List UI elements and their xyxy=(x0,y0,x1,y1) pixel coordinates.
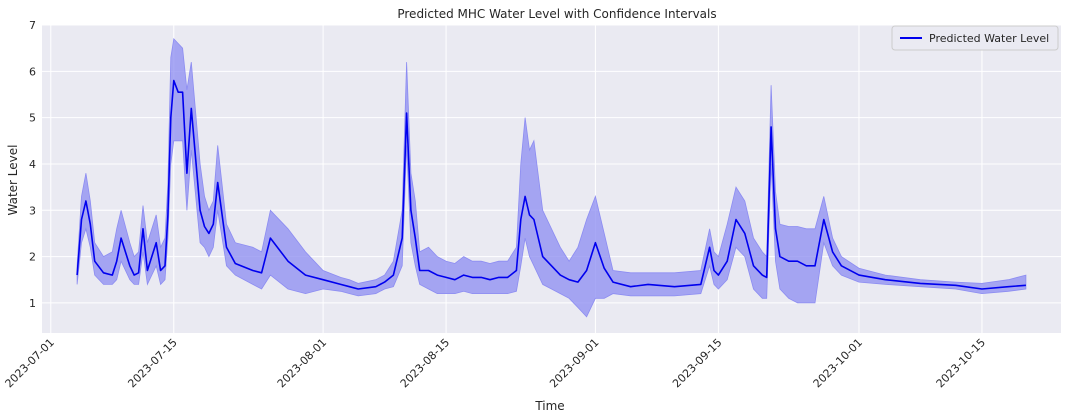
x-tick-label: 2023-08-01 xyxy=(275,336,329,390)
legend-box xyxy=(891,25,1059,51)
x-tick-label: 2023-09-15 xyxy=(670,336,724,390)
x-tick-label: 2023-10-01 xyxy=(811,336,865,390)
y-tick-label: 4 xyxy=(29,158,36,171)
x-axis-title: Time xyxy=(534,399,564,413)
y-tick-label: 1 xyxy=(29,297,36,310)
x-tick-label: 2023-10-15 xyxy=(934,336,988,390)
y-axis-ticks: 1 2 3 4 5 6 7 xyxy=(29,19,36,310)
y-axis-title: Water Level xyxy=(6,145,20,216)
legend-entry: Predicted Water Level xyxy=(929,32,1049,45)
x-tick-label: 2023-08-15 xyxy=(398,336,452,390)
y-tick-label: 3 xyxy=(29,204,36,217)
x-tick-label: 2023-07-01 xyxy=(3,336,57,390)
y-tick-label: 5 xyxy=(29,112,36,125)
x-tick-label: 2023-09-01 xyxy=(547,336,601,390)
chart-title: Predicted MHC Water Level with Confidenc… xyxy=(397,7,716,21)
x-axis-ticks: 2023-07-01 2023-07-15 2023-08-01 2023-08-15… xyxy=(3,336,989,390)
y-tick-label: 6 xyxy=(29,65,36,78)
predicted-water-level-line xyxy=(76,79,1026,290)
y-tick-label: 2 xyxy=(29,251,36,264)
y-tick-label: 7 xyxy=(29,19,36,32)
legend: Predicted Water Level xyxy=(891,25,1059,51)
x-tick-label: 2023-07-15 xyxy=(125,336,179,390)
confidence-interval-band xyxy=(76,38,1027,318)
